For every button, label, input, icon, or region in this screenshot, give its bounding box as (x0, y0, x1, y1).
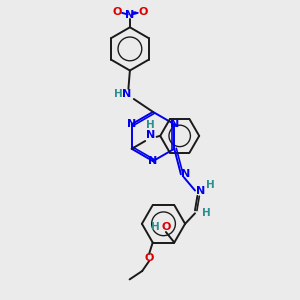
Text: O: O (161, 222, 171, 232)
Text: O: O (144, 253, 154, 263)
Text: O: O (112, 7, 122, 17)
Text: H: H (202, 208, 211, 218)
Text: N: N (148, 156, 158, 166)
Text: -: - (131, 6, 137, 19)
Text: N: N (181, 169, 190, 179)
Text: H: H (114, 89, 123, 99)
Text: N: N (170, 119, 179, 129)
Text: N: N (122, 89, 131, 99)
Text: N: N (125, 10, 134, 20)
Text: O: O (138, 7, 148, 17)
Text: H: H (206, 180, 214, 190)
Text: H: H (151, 222, 160, 232)
Text: N: N (146, 130, 155, 140)
Text: N: N (127, 119, 136, 129)
Text: N: N (196, 186, 206, 197)
Text: H: H (146, 120, 155, 130)
